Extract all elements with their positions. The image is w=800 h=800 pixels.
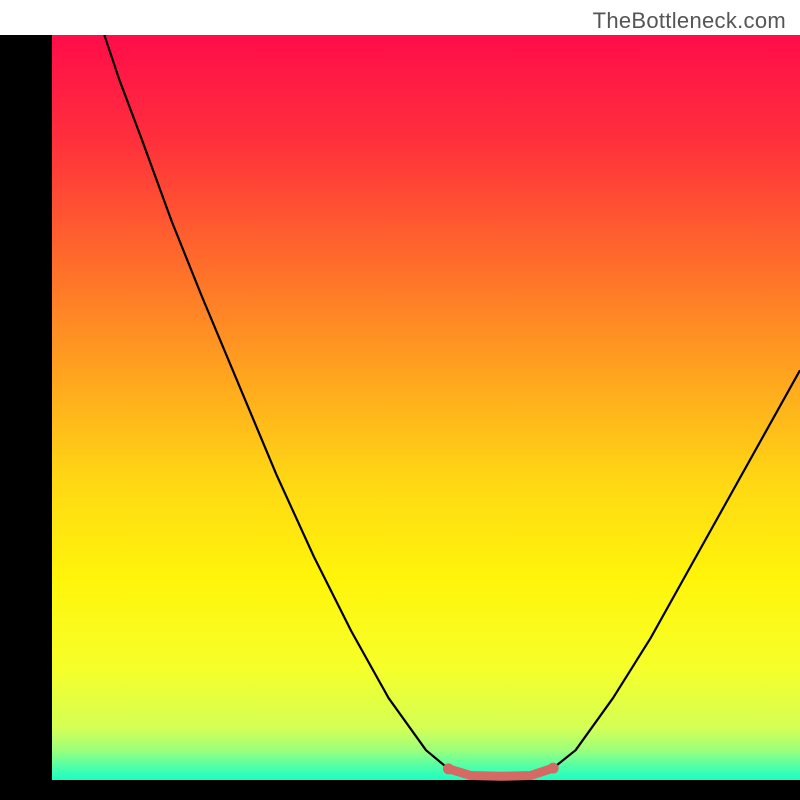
bottleneck-curve — [104, 35, 800, 776]
plot-svg-layer — [0, 35, 800, 800]
attribution-text: TheBottleneck.com — [593, 8, 786, 34]
highlight-endpoint-right — [548, 763, 559, 774]
highlight-endpoint-left — [443, 763, 454, 774]
chart-container: TheBottleneck.com — [0, 0, 800, 800]
optimal-zone-highlight — [448, 768, 553, 776]
